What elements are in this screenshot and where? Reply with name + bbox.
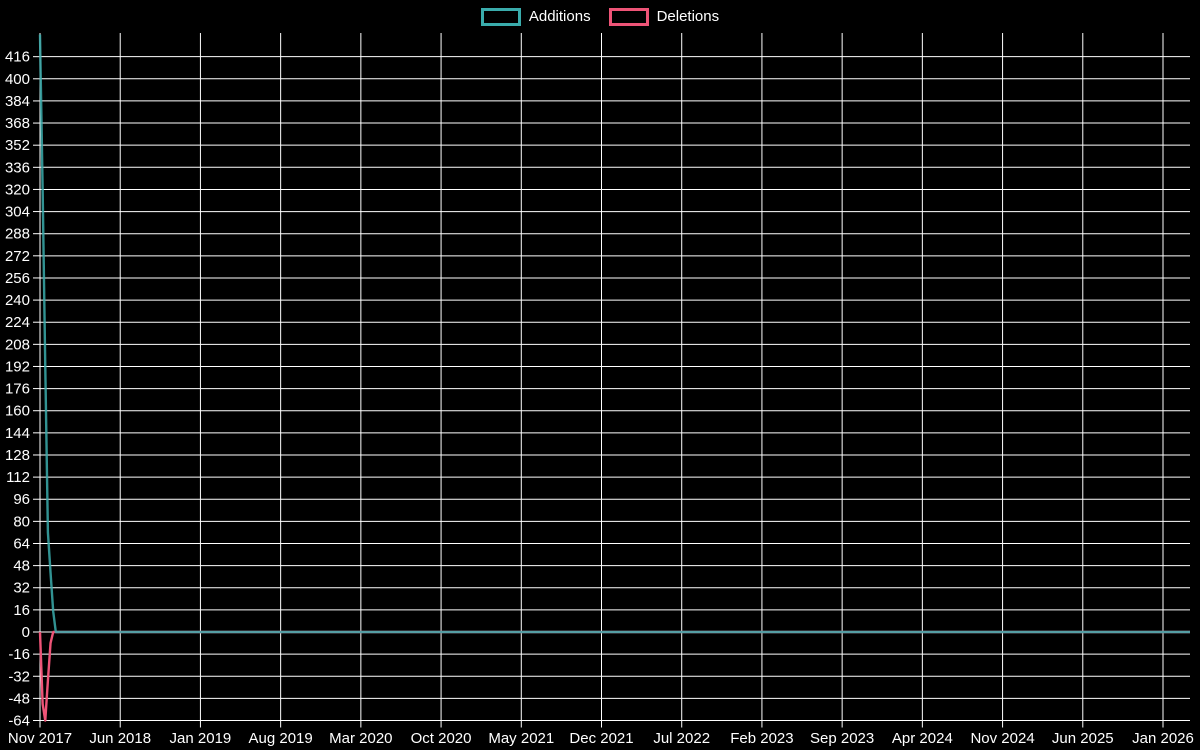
x-tick-label: Dec 2021 [569, 730, 633, 747]
y-tick-label: 400 [5, 71, 30, 88]
x-tick-label: Jan 2026 [1132, 730, 1194, 747]
y-tick-label: 240 [5, 292, 30, 309]
y-tick-label: 304 [5, 204, 30, 221]
y-tick-label: 208 [5, 336, 30, 353]
y-tick-label: 112 [6, 469, 30, 486]
x-tick-label: Aug 2019 [249, 730, 313, 747]
x-tick-label: Jun 2025 [1052, 730, 1114, 747]
x-tick-label: Apr 2024 [892, 730, 953, 747]
y-tick-label: 272 [5, 248, 30, 265]
legend-label-deletions: Deletions [656, 8, 720, 25]
y-tick-label: 336 [5, 159, 30, 176]
y-tick-label: 32 [13, 580, 30, 597]
y-tick-label: 368 [5, 115, 30, 132]
legend-item-additions[interactable]: Additions [480, 7, 591, 27]
y-tick-label: 96 [13, 491, 30, 508]
x-tick-label: Feb 2023 [730, 730, 793, 747]
y-tick-label: 48 [13, 558, 30, 575]
y-tick-label: 144 [5, 425, 30, 442]
y-tick-label: 256 [5, 270, 30, 287]
x-tick-label: Jul 2022 [653, 730, 710, 747]
x-tick-label: Sep 2023 [810, 730, 874, 747]
additions-swatch-icon [480, 8, 521, 26]
legend-label-additions: Additions [528, 8, 591, 25]
deletions-swatch-icon [608, 8, 649, 26]
chart-legend: Additions Deletions [0, 7, 1200, 27]
y-tick-label: 192 [5, 358, 30, 375]
legend-item-deletions[interactable]: Deletions [608, 7, 720, 27]
y-tick-label: 224 [5, 314, 30, 331]
y-tick-label: 128 [5, 447, 30, 464]
y-tick-label: 416 [5, 49, 30, 66]
y-tick-label: 64 [13, 535, 30, 552]
y-tick-label: 384 [5, 93, 30, 110]
y-tick-label: -32 [8, 668, 30, 685]
y-tick-label: 16 [13, 602, 30, 619]
x-tick-label: Jun 2018 [89, 730, 151, 747]
y-tick-label: -16 [8, 646, 30, 663]
y-tick-label: 288 [5, 226, 30, 243]
y-tick-label: 352 [5, 137, 30, 154]
y-tick-label: 80 [13, 513, 30, 530]
x-tick-label: Nov 2024 [970, 730, 1034, 747]
y-tick-label: -64 [8, 713, 30, 730]
y-tick-label: -48 [8, 690, 30, 707]
y-tick-label: 0 [22, 624, 30, 641]
y-tick-label: 176 [5, 381, 30, 398]
additions-line [38, 34, 1190, 634]
x-tick-label: Jan 2019 [170, 730, 232, 747]
x-tick-label: Oct 2020 [411, 730, 472, 747]
x-tick-label: May 2021 [488, 730, 554, 747]
y-tick-label: 160 [5, 403, 30, 420]
y-tick-label: 320 [5, 181, 30, 198]
x-tick-label: Mar 2020 [329, 730, 392, 747]
x-tick-label: Nov 2017 [8, 730, 72, 747]
